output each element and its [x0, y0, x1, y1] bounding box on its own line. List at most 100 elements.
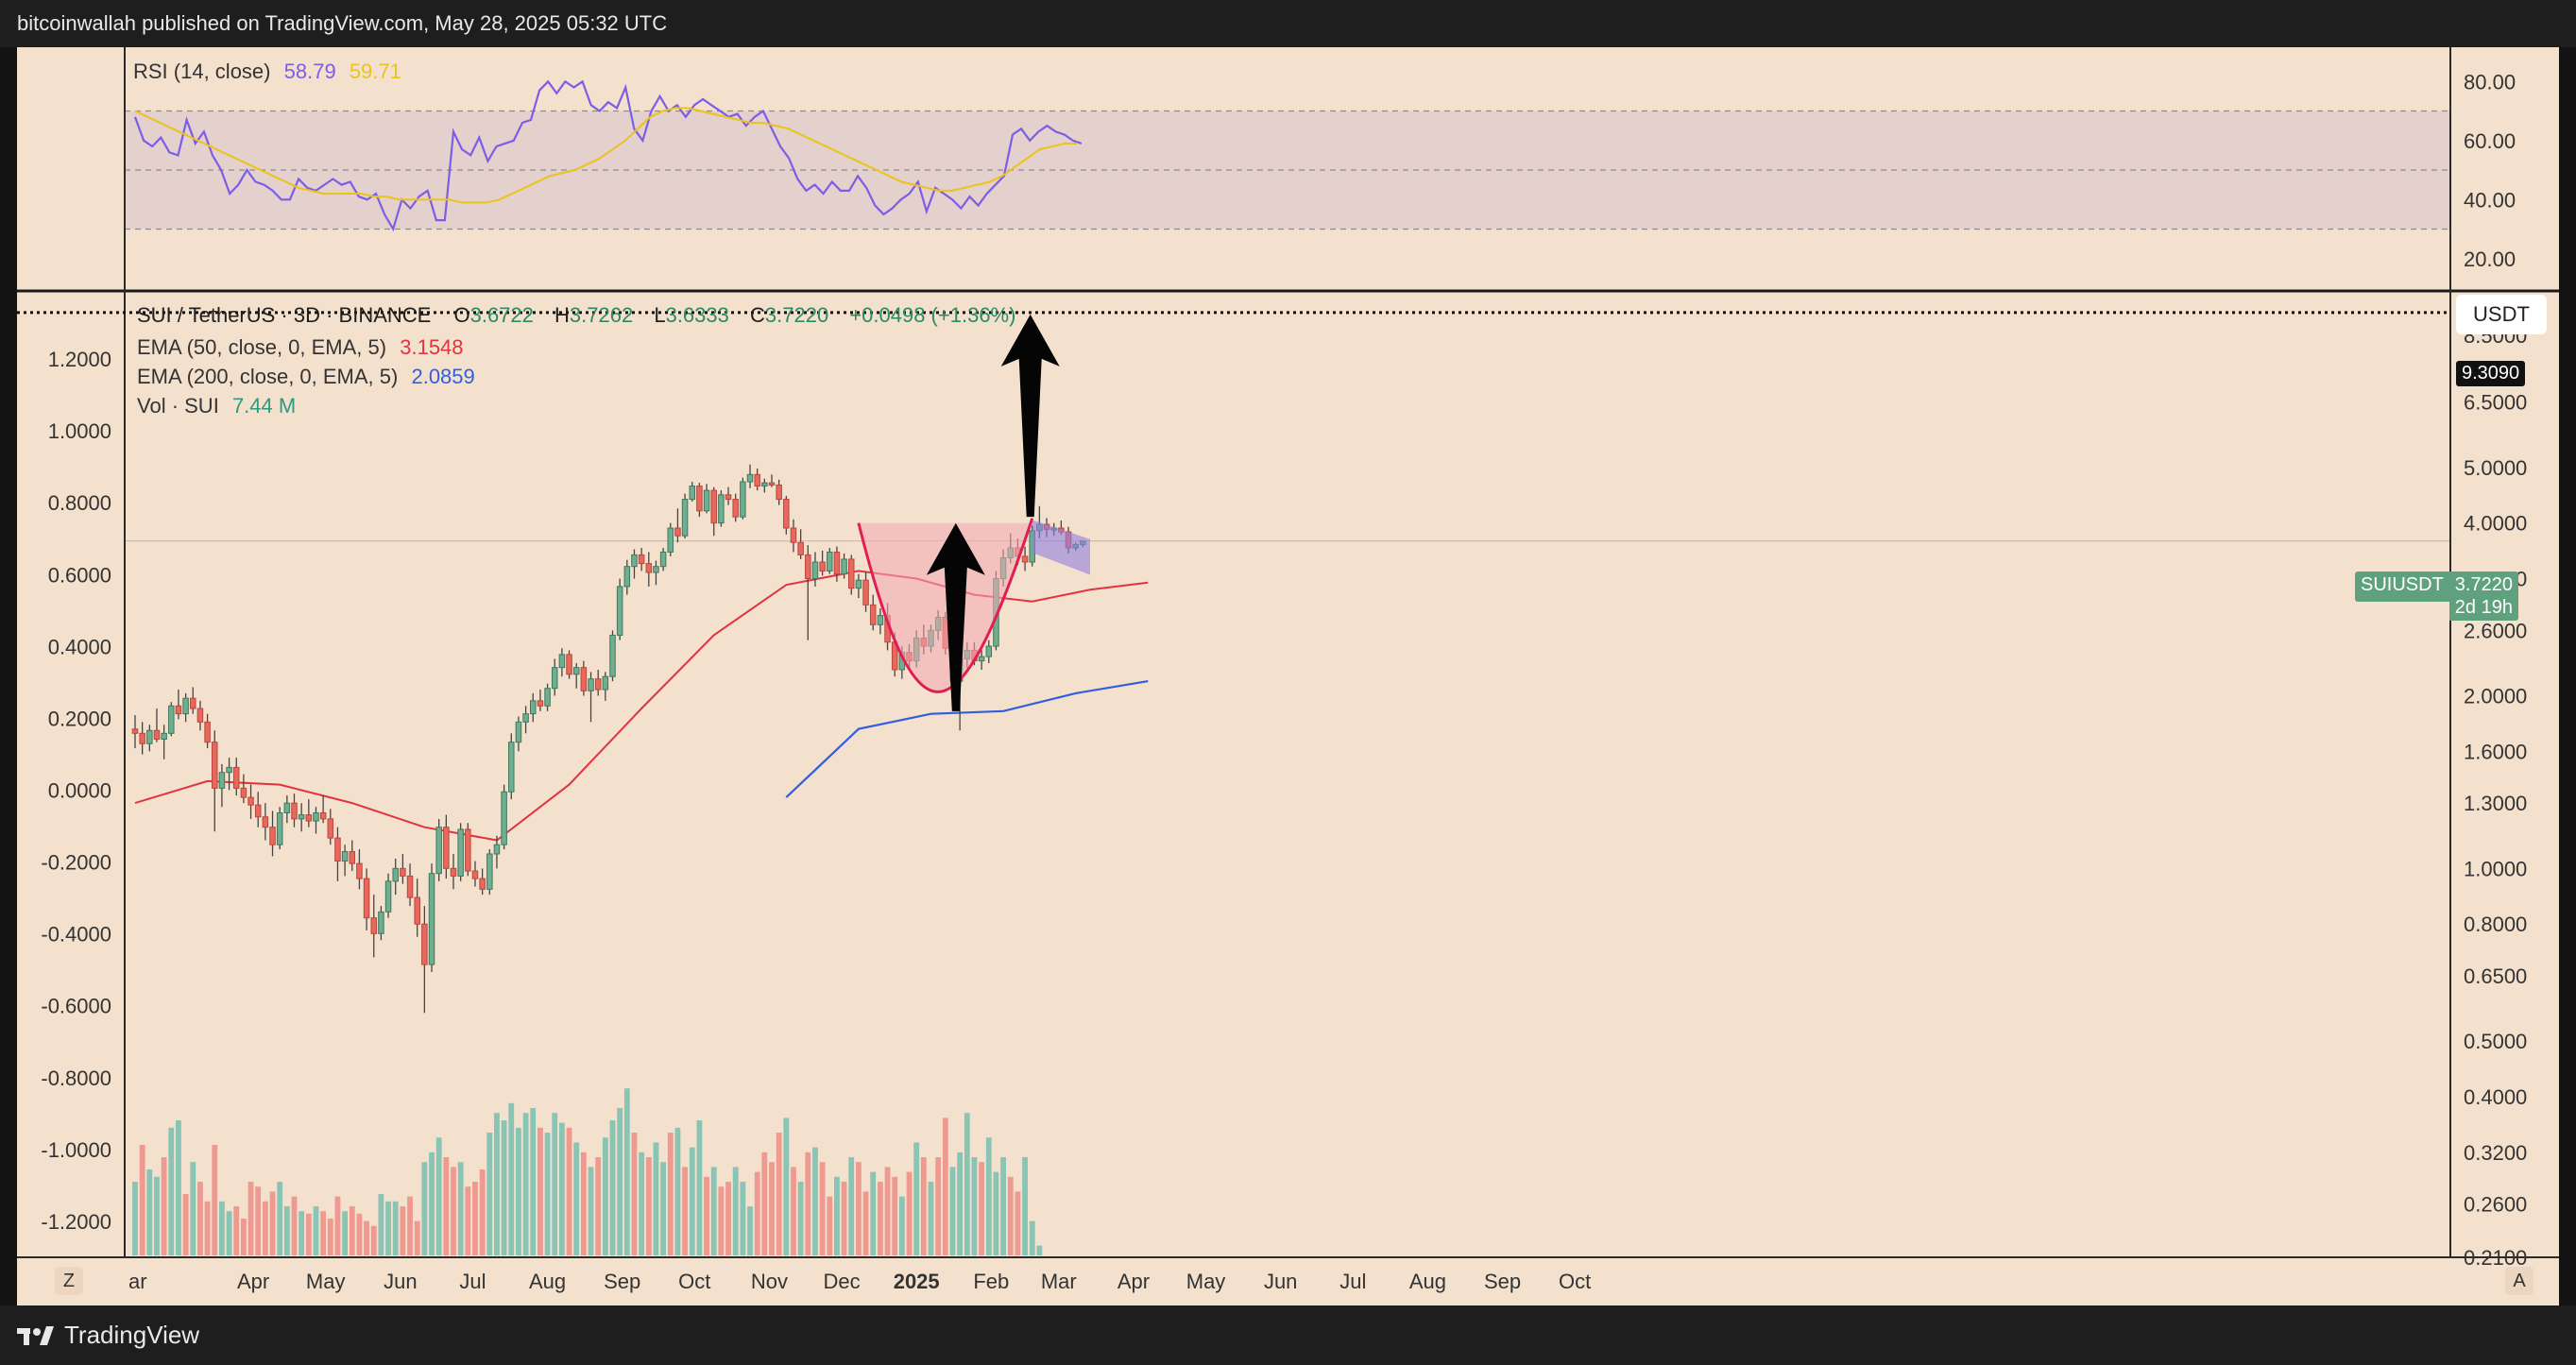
volume-bar [631, 1133, 638, 1255]
volume-bar [877, 1182, 883, 1255]
volume-bar [233, 1206, 240, 1255]
candle-body [226, 766, 232, 774]
candle-body [623, 566, 631, 588]
volume-bar [898, 1196, 905, 1255]
tradingview-brand-text: TradingView [64, 1321, 200, 1349]
volume-bar [718, 1186, 725, 1255]
volume-bar [862, 1191, 869, 1255]
time-axis-label: Feb [973, 1270, 1009, 1293]
volume-bar [479, 1169, 486, 1255]
candle-body [131, 728, 139, 734]
candle-body [588, 678, 594, 691]
time-axis-label: Jun [1264, 1270, 1297, 1293]
candle-body [580, 667, 588, 691]
volume-bar [776, 1133, 782, 1255]
candle-body [819, 561, 826, 572]
candle-body [190, 697, 196, 709]
price-axis-label: 0.2600 [2464, 1193, 2527, 1217]
log-scale-button[interactable]: Z [55, 1267, 83, 1295]
volume-bar [501, 1120, 507, 1255]
time-axis-label: Jun [384, 1270, 417, 1293]
volume-bar [451, 1167, 456, 1255]
candle-body [471, 870, 479, 879]
candle-body [341, 851, 349, 862]
chart-canvas[interactable]: 80.0060.0040.0020.008.50006.50005.00004.… [17, 47, 2559, 1305]
candle-body [725, 494, 732, 501]
volume-bar [645, 1157, 652, 1255]
left-axis-label: -0.2000 [41, 851, 111, 875]
volume-bar [161, 1157, 167, 1255]
candle-body [732, 499, 739, 518]
candle-body [428, 873, 435, 965]
volume-bar [985, 1137, 992, 1255]
volume-bar [247, 1182, 254, 1255]
volume-bar [935, 1157, 942, 1255]
volume-bar [1000, 1157, 1007, 1255]
volume-bar [327, 1219, 333, 1255]
volume-bar [457, 1162, 464, 1255]
time-axis-label: Nov [751, 1270, 788, 1293]
rsi-ma-line [134, 107, 1078, 204]
candle-body [400, 867, 406, 877]
volume-bar [812, 1147, 818, 1255]
volume-bar [1036, 1245, 1043, 1255]
left-axis-label: 0.6000 [48, 563, 111, 587]
volume-bar [704, 1176, 709, 1255]
candle-body [384, 880, 392, 913]
volume-bar [747, 1206, 753, 1255]
candle-body [298, 814, 305, 820]
candle-body [616, 586, 623, 636]
price-axis-label: 0.5000 [2464, 1030, 2527, 1053]
price-axis-label: 0.3200 [2464, 1141, 2527, 1165]
price-axis-label: 0.6500 [2464, 964, 2527, 988]
rsi-value: 58.79 [283, 60, 336, 83]
candle-body [349, 851, 356, 864]
ema50-legend: EMA (50, close, 0, EMA, 5) 3.1548 [137, 335, 471, 360]
price-axis-label: 0.2100 [2464, 1246, 2527, 1270]
candle-body [659, 551, 667, 568]
volume-bar [190, 1162, 196, 1255]
volume-bar [566, 1127, 572, 1255]
pattern-overlay [17, 311, 2450, 711]
price-axis-label: 0.4000 [2464, 1085, 2527, 1109]
candle-body [146, 729, 153, 744]
rsi-axis-label: 40.00 [2464, 188, 2516, 212]
auto-scale-button[interactable]: A [2505, 1267, 2533, 1295]
candle-body [746, 473, 754, 483]
chart-frame[interactable]: 80.00 60.00 40.00 20.00 8.5000 6.5000 5.0000 4.… [17, 47, 2559, 1305]
candle-body [457, 828, 464, 877]
last-price-tag: SUIUSDT 3.7220 2d 19h [2355, 572, 2518, 621]
volume-bar [769, 1162, 775, 1255]
cup-depth-arrow [926, 522, 985, 711]
candle-body [776, 484, 782, 501]
volume-label: Vol · SUI [137, 394, 219, 418]
candle-body [363, 878, 370, 919]
volume-bar [204, 1201, 211, 1255]
candle-body [139, 732, 145, 744]
candle-body [291, 802, 298, 820]
volume-bar [465, 1186, 471, 1255]
candle-body [768, 482, 776, 486]
candle-body [327, 818, 334, 839]
tradingview-brand[interactable]: TradingView [17, 1321, 199, 1350]
volume-bar [783, 1118, 790, 1255]
cup-fill [858, 522, 1032, 693]
volume-bar [212, 1145, 218, 1255]
volume-bar [696, 1120, 703, 1255]
volume-bar [226, 1211, 232, 1255]
price-axis-label: 1.3000 [2464, 792, 2527, 815]
volume-bar [884, 1167, 891, 1255]
volume-bar [942, 1118, 948, 1255]
volume-bar [1029, 1220, 1035, 1255]
candle-body [247, 796, 254, 806]
volume-bar [834, 1176, 840, 1255]
currency-button[interactable]: USDT [2456, 295, 2547, 334]
volume-bar [653, 1142, 659, 1255]
volume-bar [378, 1194, 384, 1255]
volume-bar [146, 1169, 153, 1255]
volume-bar [269, 1191, 276, 1255]
price-axis-label: 1.0000 [2464, 857, 2527, 880]
volume-bar [385, 1201, 391, 1255]
candle-body [638, 554, 645, 565]
candle-body [847, 558, 855, 589]
